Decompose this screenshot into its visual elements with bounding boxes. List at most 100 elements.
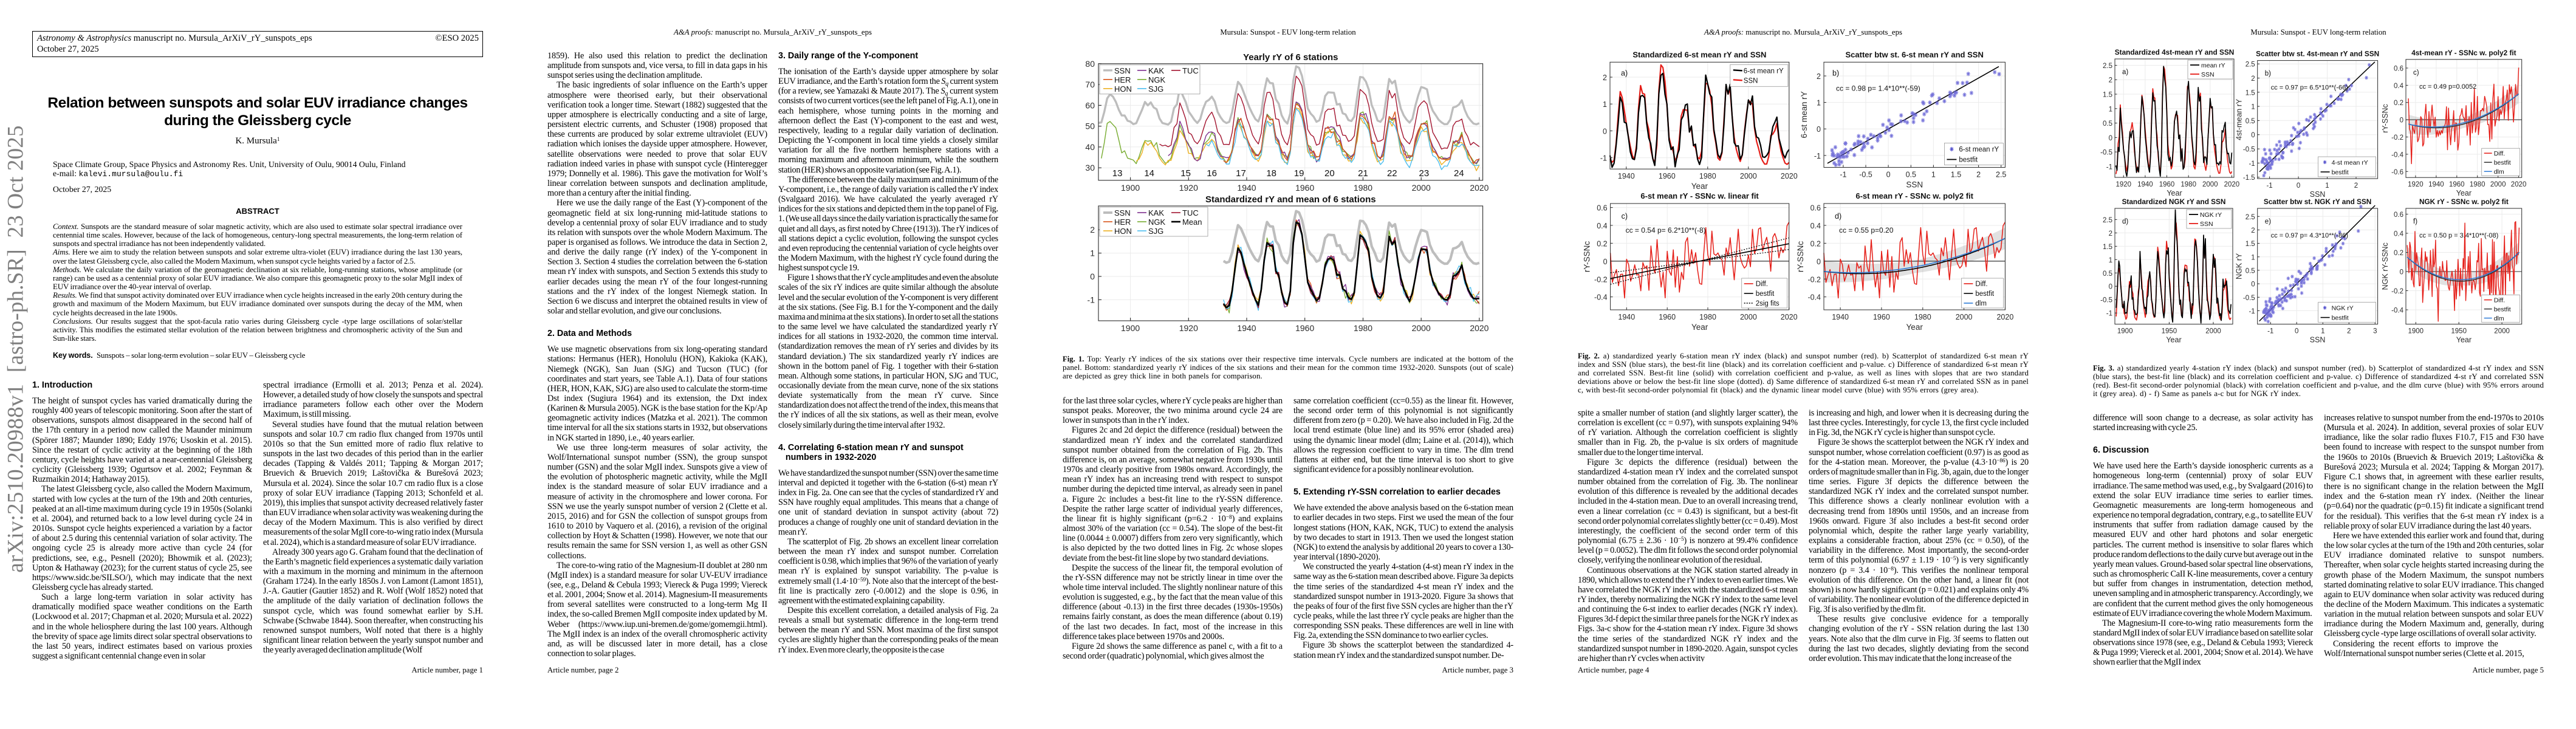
svg-text:1980: 1980 <box>1914 313 1931 321</box>
svg-text:1920: 1920 <box>1179 323 1198 333</box>
svg-text:21: 21 <box>1358 168 1368 179</box>
svg-text:1900: 1900 <box>2408 328 2424 335</box>
svg-text:2000: 2000 <box>1956 313 1973 321</box>
svg-text:bestfit: bestfit <box>1975 290 1994 298</box>
svg-text:Year: Year <box>1906 323 1923 332</box>
svg-text:-0.5: -0.5 <box>2100 297 2112 304</box>
svg-text:2: 2 <box>2109 230 2112 238</box>
svg-text:1960: 1960 <box>2449 181 2465 188</box>
svg-text:0.5: 0.5 <box>2103 270 2112 278</box>
svg-text:0: 0 <box>1817 258 1821 266</box>
svg-text:2000: 2000 <box>1740 313 1757 321</box>
svg-text:1960: 1960 <box>1295 183 1314 193</box>
svg-text:d): d) <box>2122 218 2128 225</box>
svg-text:20: 20 <box>1324 168 1335 179</box>
svg-text:18: 18 <box>1266 168 1276 179</box>
svg-text:2: 2 <box>2109 77 2112 84</box>
svg-text:0: 0 <box>2297 182 2300 190</box>
svg-text:rY-SSNc: rY-SSNc <box>2381 104 2389 132</box>
svg-text:1940: 1940 <box>1237 183 1256 193</box>
svg-text:2020: 2020 <box>1470 323 1488 333</box>
svg-text:2: 2 <box>1090 225 1095 234</box>
svg-text:-1: -1 <box>2249 160 2255 168</box>
svg-text:NGK: NGK <box>1148 217 1166 227</box>
svg-text:dlm: dlm <box>2494 168 2504 176</box>
svg-text:a): a) <box>1621 69 1628 77</box>
svg-text:1980: 1980 <box>2470 181 2485 188</box>
svg-text:cc = 0.50 p = 3.4*10**(-08): cc = 0.50 p = 3.4*10**(-08) <box>2419 232 2498 239</box>
svg-text:-0.2: -0.2 <box>2391 134 2403 142</box>
svg-text:6-st mean rY: 6-st mean rY <box>1959 146 1999 154</box>
svg-text:2020: 2020 <box>2511 181 2527 188</box>
svg-text:HON: HON <box>1114 227 1132 236</box>
svg-text:0.5: 0.5 <box>1906 171 1916 179</box>
svg-text:rY-SSNc: rY-SSNc <box>1796 241 1805 273</box>
svg-text:0.2: 0.2 <box>1597 239 1607 248</box>
svg-text:-0.5: -0.5 <box>2100 149 2112 157</box>
svg-text:1: 1 <box>1817 99 1821 108</box>
svg-text:Year: Year <box>1691 323 1708 332</box>
svg-text:Year: Year <box>2166 336 2181 344</box>
svg-text:1960: 1960 <box>2159 181 2175 188</box>
svg-text:mean rY: mean rY <box>2201 62 2225 69</box>
svg-text:NGK rY: NGK rY <box>2332 305 2354 312</box>
svg-text:4st-mean rY: 4st-mean rY <box>2235 98 2244 140</box>
svg-text:-1.5: -1.5 <box>2243 174 2255 182</box>
svg-text:1: 1 <box>2251 254 2255 261</box>
svg-text:bestfit: bestfit <box>1756 290 1775 298</box>
svg-text:1: 1 <box>1603 100 1607 109</box>
svg-text:2.5: 2.5 <box>2245 214 2255 221</box>
svg-text:1: 1 <box>1090 248 1095 258</box>
svg-text:e): e) <box>2265 218 2271 225</box>
svg-text:SSN: SSN <box>1114 66 1131 75</box>
svg-text:NGK: NGK <box>1148 75 1166 84</box>
svg-text:2000: 2000 <box>2490 181 2506 188</box>
svg-text:-1: -1 <box>1840 171 1846 179</box>
svg-text:4-st mean rY: 4-st mean rY <box>2332 159 2368 166</box>
svg-text:2.5: 2.5 <box>2103 63 2112 70</box>
svg-text:HER: HER <box>1114 75 1131 84</box>
svg-text:2020: 2020 <box>2224 181 2240 188</box>
svg-text:22: 22 <box>1387 168 1397 179</box>
svg-text:HON: HON <box>1114 84 1132 94</box>
svg-text:bestfit: bestfit <box>2494 159 2511 166</box>
svg-text:d): d) <box>1835 212 1841 221</box>
svg-text:1940: 1940 <box>1618 172 1635 180</box>
svg-text:1980: 1980 <box>1354 323 1372 333</box>
svg-text:1900: 1900 <box>1121 323 1140 333</box>
svg-text:2: 2 <box>2347 328 2351 335</box>
svg-text:KAK: KAK <box>1148 208 1164 217</box>
svg-text:2sig fits: 2sig fits <box>1756 300 1780 307</box>
svg-text:0.6: 0.6 <box>1597 204 1607 213</box>
svg-text:Diff.: Diff. <box>1756 281 1768 288</box>
svg-text:2: 2 <box>1603 74 1607 82</box>
svg-text:c): c) <box>2413 69 2419 77</box>
svg-text:-1: -1 <box>2266 182 2272 190</box>
svg-text:1: 1 <box>2251 104 2255 111</box>
svg-text:1920: 1920 <box>2408 181 2424 188</box>
svg-text:2.5: 2.5 <box>2103 217 2112 224</box>
svg-text:dlm: dlm <box>1975 300 1987 307</box>
svg-text:Scatter btw st. NGK rY and SSN: Scatter btw st. NGK rY and SSN <box>2264 197 2371 206</box>
svg-text:2000: 2000 <box>2202 181 2218 188</box>
svg-text:cc = 0.49 p=0.0052: cc = 0.49 p=0.0052 <box>2419 83 2476 91</box>
svg-text:b): b) <box>1832 69 1839 77</box>
svg-text:1980: 1980 <box>2180 181 2196 188</box>
svg-text:1.5: 1.5 <box>2103 92 2112 99</box>
svg-text:0.2: 0.2 <box>1810 239 1821 248</box>
svg-text:0: 0 <box>2251 132 2255 139</box>
svg-text:0.4: 0.4 <box>2394 231 2404 238</box>
svg-text:Year: Year <box>2167 189 2182 197</box>
svg-text:-0.4: -0.4 <box>2391 151 2403 159</box>
svg-text:2: 2 <box>1976 171 1981 179</box>
svg-text:2: 2 <box>2251 75 2255 83</box>
svg-text:Standardized rY and mean of 6: Standardized rY and mean of 6 stations <box>1205 194 1376 205</box>
svg-text:1940: 1940 <box>2428 181 2444 188</box>
svg-text:-0.6: -0.6 <box>2391 169 2403 176</box>
svg-text:SSN: SSN <box>1744 77 1758 84</box>
svg-text:1940: 1940 <box>1237 323 1256 333</box>
svg-text:50: 50 <box>1085 122 1095 131</box>
svg-text:KAK: KAK <box>1148 66 1164 75</box>
svg-text:1.5: 1.5 <box>2245 89 2255 97</box>
svg-text:2.5: 2.5 <box>1996 171 2006 179</box>
